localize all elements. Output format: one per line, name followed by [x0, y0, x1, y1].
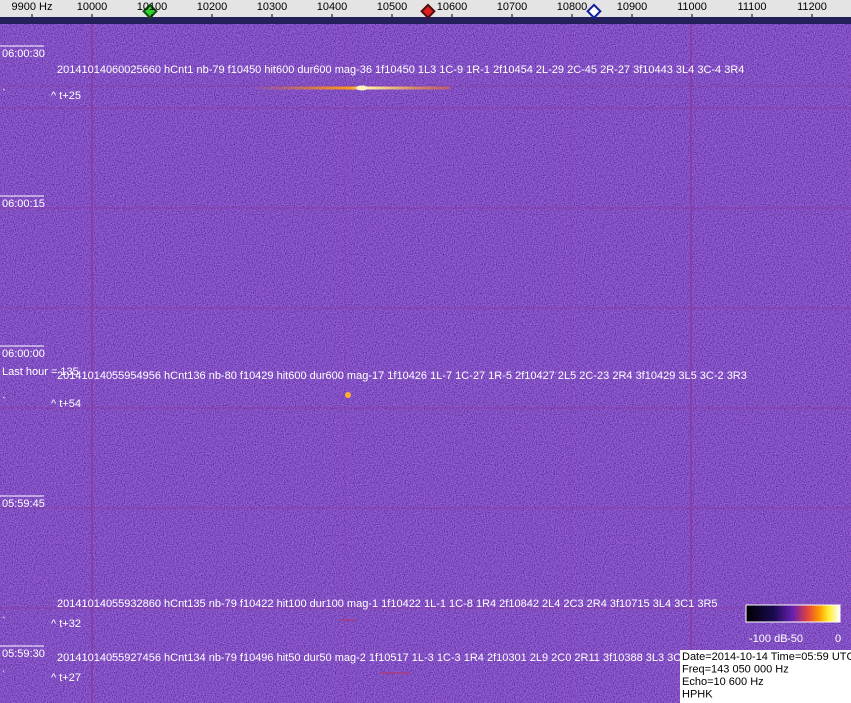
colorbar-label: -100 dB	[749, 633, 788, 645]
info-line: Echo=10 600 Hz	[682, 676, 764, 688]
freq-label: 10000	[77, 1, 108, 13]
event-text: 20141014055932860 hCnt135 nb-79 f10422 h…	[57, 598, 718, 610]
markers	[142, 3, 602, 20]
info-box	[680, 650, 851, 703]
event-mark: `	[2, 670, 6, 682]
grid	[0, 24, 851, 703]
freq-label: 11000	[677, 1, 707, 13]
color-bar	[745, 604, 841, 623]
freq-label: 10100	[137, 1, 168, 13]
time-label: 05:59:30	[2, 648, 45, 660]
event-mark: `	[2, 396, 6, 408]
freq-label: 10800	[557, 1, 588, 13]
event-mark: `	[2, 88, 6, 100]
last-hour: Last hour = 135	[2, 366, 79, 378]
freq-label: 11200	[797, 1, 827, 13]
info-line: Date=2014-10-14 Time=05:59 UTC	[682, 651, 851, 663]
freq-label: 10400	[317, 1, 348, 13]
meteor-echo	[380, 672, 410, 674]
scale-band	[0, 17, 851, 24]
meteor-echo	[340, 619, 356, 621]
info-line: Freq=143 050 000 Hz	[682, 663, 789, 675]
event-offset: ^ t+32	[51, 618, 81, 630]
freq-label: 10500	[377, 1, 408, 13]
meteor-echo	[250, 86, 450, 90]
time-label: 06:00:00	[2, 348, 45, 360]
freq-label: 10700	[497, 1, 528, 13]
freq-label: 11100	[738, 1, 767, 13]
meteor-echo	[345, 392, 351, 398]
event-mark: `	[2, 616, 6, 628]
meteor-head	[356, 85, 368, 91]
colorbar-label: -50	[787, 633, 803, 645]
event-offset: ^ t+25	[51, 90, 81, 102]
info-line: HPHK	[682, 688, 713, 700]
freq-label: 10600	[437, 1, 468, 13]
colorbar-label: 0	[835, 633, 841, 645]
time-label: 06:00:15	[2, 198, 45, 210]
freq-label: 10300	[257, 1, 288, 13]
time-label: 05:59:45	[2, 498, 45, 510]
freq-label: 9900 Hz	[12, 1, 53, 13]
freq-label: 10200	[197, 1, 228, 13]
time-label: 06:00:30	[2, 48, 45, 60]
event-text: 20141014055927456 hCnt134 nb-79 f10496 h…	[57, 652, 687, 664]
waterfall	[0, 24, 851, 703]
event-text: 20141014060025660 hCnt1 nb-79 f10450 hit…	[57, 64, 744, 76]
freq-label: 10900	[617, 1, 648, 13]
event-offset: ^ t+27	[51, 672, 81, 684]
event-text: 20141014055954956 hCnt136 nb-80 f10429 h…	[57, 370, 747, 382]
event-offset: ^ t+54	[51, 398, 81, 410]
